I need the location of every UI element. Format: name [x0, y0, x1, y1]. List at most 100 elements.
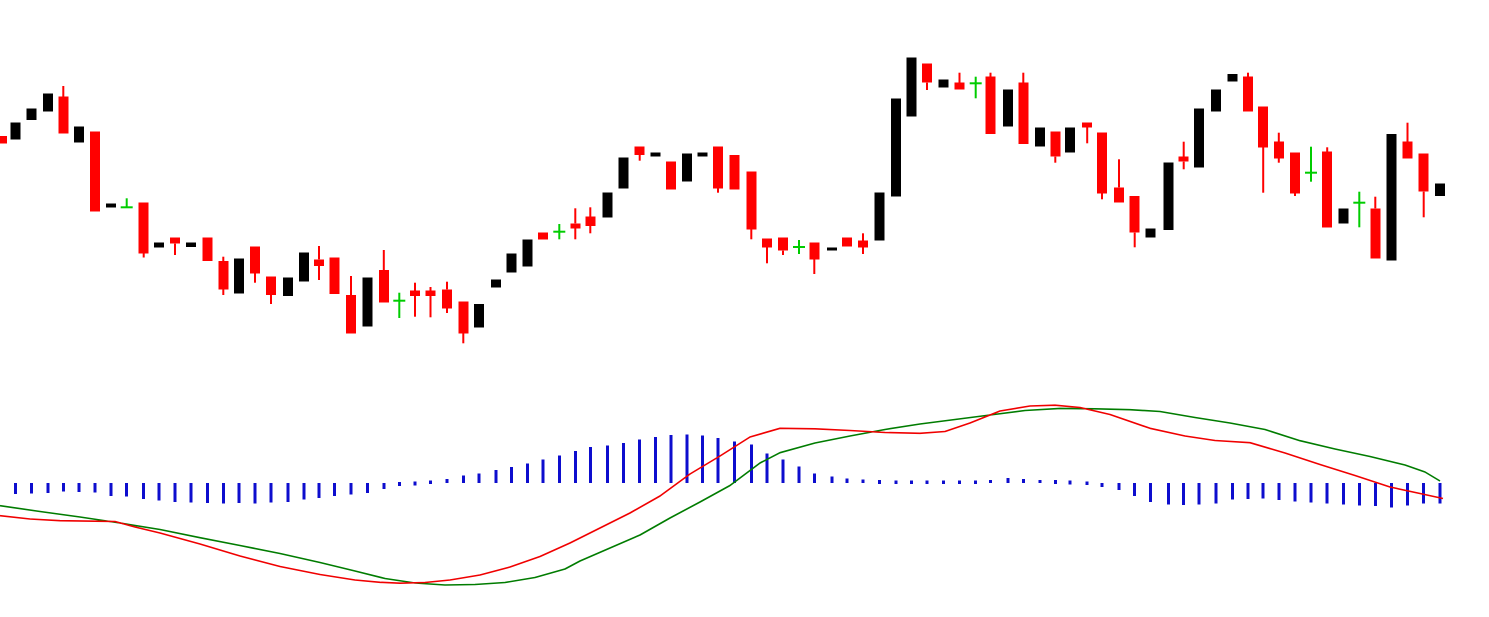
macd-histogram-bar: [142, 483, 146, 499]
macd-histogram-bar: [382, 483, 386, 489]
macd-histogram-bar: [733, 441, 737, 483]
macd-histogram-bar: [654, 437, 658, 483]
candle-body: [202, 237, 213, 261]
macd-histogram-bar: [93, 483, 97, 493]
candle-body: [650, 152, 661, 157]
macd-histogram-bar: [1182, 483, 1186, 505]
macd-histogram-bar: [557, 455, 561, 483]
macd-histogram-bar: [797, 466, 801, 483]
candle-body: [329, 257, 340, 294]
macd-histogram-bar: [541, 459, 545, 483]
candle-body: [891, 98, 901, 197]
macd-histogram-bar: [109, 483, 113, 496]
candle-body: [585, 216, 596, 226]
candle-body: [1018, 82, 1029, 144]
candle-body: [234, 258, 244, 294]
candle-body: [1035, 127, 1045, 147]
candle-body: [922, 63, 932, 83]
candle-body: [938, 79, 949, 88]
candle-body: [538, 232, 548, 240]
macd-histogram-bar: [878, 480, 881, 484]
macd-histogram-bar: [910, 480, 914, 485]
macd-line: [0, 404, 1444, 585]
candle-body: [154, 242, 164, 248]
macd-histogram-bar: [1068, 480, 1072, 485]
macd-histogram-bar: [173, 483, 177, 502]
macd-histogram-bar: [941, 480, 945, 485]
candle-body: [602, 192, 613, 218]
macd-histogram-bar: [125, 483, 129, 497]
candle-body: [858, 240, 868, 248]
macd-histogram-bar: [429, 480, 432, 485]
candle-body: [954, 82, 965, 90]
candle-body: [1338, 208, 1349, 224]
candle-body: [1178, 156, 1189, 162]
candle-body: [298, 252, 309, 282]
macd-histogram-bar: [77, 483, 81, 492]
macd-histogram-bar: [588, 447, 592, 483]
candlestick-panel: [0, 57, 1445, 344]
macd-histogram-bar: [974, 480, 978, 485]
candle-body: [634, 146, 645, 155]
macd-histogram-bar: [61, 483, 65, 492]
candle-body: [778, 237, 788, 251]
macd-histogram-bar: [606, 445, 610, 483]
macd-histogram-bar: [1341, 483, 1345, 505]
candle-body: [985, 76, 996, 134]
candle-body: [762, 238, 772, 248]
macd-histogram-bar: [494, 470, 498, 483]
candle-body: [906, 57, 917, 117]
macd-histogram-bar: [1133, 483, 1137, 496]
macd-histogram-bar: [925, 480, 929, 485]
candle-body: [1273, 141, 1284, 159]
candle-body: [1050, 131, 1061, 157]
macd-histogram-bar: [749, 444, 753, 483]
candle-body: [1114, 187, 1124, 203]
candle-body: [522, 239, 533, 267]
macd-histogram-bar: [1197, 483, 1201, 505]
macd-histogram-bar: [317, 483, 321, 498]
macd-histogram-bar: [1261, 483, 1265, 499]
candle-body: [1065, 127, 1075, 153]
macd-histogram-bar: [573, 451, 577, 483]
macd-histogram-bar: [638, 439, 642, 483]
candle-body: [346, 295, 356, 334]
candle-body: [425, 290, 436, 296]
candle-body: [1434, 183, 1445, 196]
candle-body: [282, 277, 293, 296]
macd-histogram-bar: [302, 483, 306, 500]
candle-body: [1163, 162, 1174, 230]
candle-body: [1210, 89, 1221, 112]
macd-histogram-bar: [1053, 480, 1057, 484]
macd-histogram-bar: [716, 438, 720, 483]
macd-histogram-bar: [189, 483, 193, 503]
candle-body: [1194, 108, 1205, 168]
candle-body: [490, 279, 501, 288]
macd-histogram-bar: [237, 483, 241, 503]
macd-histogram-bar: [1038, 480, 1042, 483]
macd-histogram-bar: [1006, 478, 1010, 483]
macd-histogram-bar: [46, 483, 50, 493]
candle-body: [874, 192, 885, 241]
macd-histogram-bar: [1100, 483, 1104, 487]
macd-histogram-bar: [1325, 483, 1329, 504]
macd-histogram-bar: [765, 453, 769, 483]
macd-histogram-bar: [332, 483, 336, 496]
candle-body: [1370, 208, 1381, 259]
candle-body: [1258, 106, 1269, 148]
macd-histogram-bar: [958, 480, 961, 485]
macd-histogram-bar: [221, 483, 225, 504]
macd-histogram-bar: [510, 467, 514, 483]
candle-body: [1097, 132, 1107, 194]
macd-histogram-bar: [366, 483, 370, 493]
macd-histogram-bar: [1438, 483, 1442, 504]
candle-body: [713, 146, 723, 189]
candle-body: [458, 301, 469, 334]
macd-histogram-bar: [206, 483, 209, 503]
candle-body: [1418, 153, 1429, 192]
macd-histogram-bar: [1390, 483, 1394, 508]
macd-histogram-bar: [781, 459, 785, 483]
candle-body: [0, 136, 7, 144]
